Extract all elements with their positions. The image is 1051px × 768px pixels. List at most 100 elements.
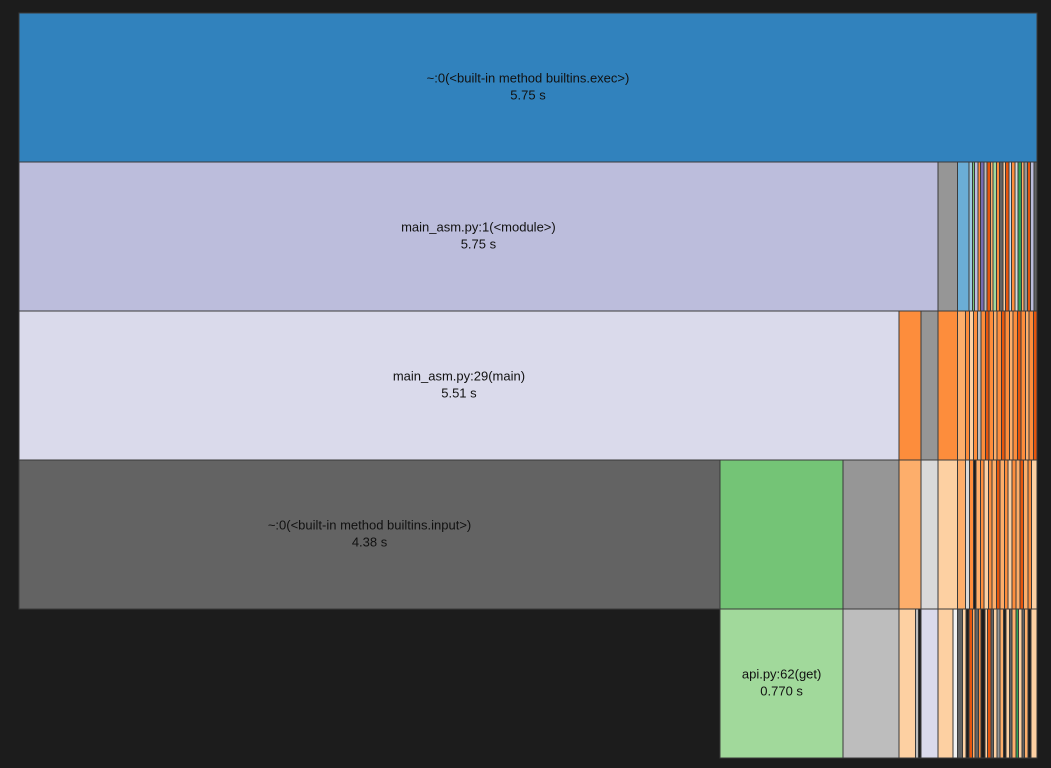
frame-segment[interactable] (987, 459, 993, 610)
frame-segment[interactable] (972, 310, 979, 461)
frame-segment[interactable] (1005, 608, 1011, 759)
frame-rect[interactable] (1031, 459, 1038, 610)
frame-rect[interactable] (985, 310, 990, 461)
frame-rect[interactable] (986, 161, 991, 312)
frame-segment[interactable] (956, 459, 966, 610)
frame-segment[interactable] (999, 608, 1004, 759)
frame-segment[interactable] (956, 161, 970, 312)
frame-module[interactable]: main_asm.py:1(<module>) 5.75 s (18, 161, 939, 312)
frame-segment[interactable] (1003, 459, 1009, 610)
frame-rect[interactable] (980, 161, 985, 312)
frame-rect[interactable] (898, 310, 922, 461)
frame-rect[interactable] (719, 608, 844, 759)
frame-rect[interactable] (842, 459, 900, 610)
frame-rect[interactable] (975, 459, 981, 610)
frame-segment[interactable] (968, 608, 973, 759)
frame-rect[interactable] (1015, 459, 1021, 610)
frame-rect[interactable] (1024, 310, 1030, 461)
frame-rect[interactable] (964, 459, 971, 610)
frame-segment[interactable] (1024, 310, 1030, 461)
frame-rect[interactable] (18, 310, 900, 461)
frame-segment[interactable] (995, 459, 1001, 610)
frame-segment[interactable] (988, 310, 995, 461)
frame-segment[interactable] (1011, 161, 1016, 312)
frame-rect[interactable] (1004, 161, 1010, 312)
frame-segment[interactable] (983, 459, 989, 610)
frame-segment[interactable] (920, 608, 939, 759)
frame-segment[interactable] (968, 161, 973, 312)
frame-segment[interactable] (1007, 459, 1013, 610)
frame-exec[interactable]: ~:0(<built-in method builtins.exec>) 5.75… (18, 12, 1038, 163)
frame-segment[interactable] (996, 310, 1003, 461)
frame-rect[interactable] (1030, 608, 1038, 759)
frame-segment[interactable] (1019, 459, 1025, 610)
frame-rect[interactable] (937, 161, 958, 312)
frame-segment[interactable] (985, 310, 990, 461)
frame-segment[interactable] (1012, 310, 1019, 461)
frame-segment[interactable] (999, 459, 1005, 610)
frame-segment[interactable] (898, 310, 922, 461)
frame-rect[interactable] (974, 608, 980, 759)
frame-segment[interactable] (991, 459, 997, 610)
frame-rect[interactable] (842, 608, 900, 759)
frame-segment[interactable] (962, 608, 967, 759)
frame-rect[interactable] (999, 608, 1004, 759)
frame-rect[interactable] (986, 608, 992, 759)
frame-segment[interactable] (1004, 161, 1010, 312)
frame-segment[interactable] (898, 608, 917, 759)
frame-rect[interactable] (1001, 310, 1006, 461)
frame-segment[interactable] (980, 310, 987, 461)
frame-rect[interactable] (977, 310, 982, 461)
frame-segment[interactable] (1030, 608, 1038, 759)
frame-rect[interactable] (937, 310, 958, 461)
frame-rect[interactable] (956, 459, 966, 610)
frame-segment[interactable] (920, 459, 939, 610)
frame-segment[interactable] (1032, 310, 1038, 461)
frame-segment[interactable] (1011, 608, 1017, 759)
frame-rect[interactable] (1005, 608, 1011, 759)
frame-rect[interactable] (18, 12, 1038, 163)
frame-rect[interactable] (1024, 608, 1029, 759)
frame-segment[interactable] (1017, 608, 1023, 759)
frame-rect[interactable] (980, 310, 987, 461)
frame-rect[interactable] (962, 608, 967, 759)
frame-segment[interactable] (998, 161, 1004, 312)
frame-segment[interactable] (956, 310, 966, 461)
frame-segment[interactable] (956, 608, 964, 759)
frame-segment[interactable] (980, 608, 986, 759)
frame-rect[interactable] (991, 459, 997, 610)
frame-segment[interactable] (719, 459, 844, 610)
frame-segment[interactable] (975, 459, 981, 610)
frame-rect[interactable] (1011, 161, 1016, 312)
frame-segment[interactable] (1020, 310, 1027, 461)
frame-rect[interactable] (992, 161, 998, 312)
frame-segment[interactable] (1001, 310, 1006, 461)
frame-segment[interactable] (986, 161, 991, 312)
frame-segment[interactable] (1033, 161, 1038, 312)
frame-segment[interactable] (969, 310, 974, 461)
frame-rect[interactable] (920, 459, 939, 610)
frame-rect[interactable] (993, 310, 998, 461)
frame-segment[interactable] (898, 459, 922, 610)
frame-segment[interactable] (964, 459, 971, 610)
frame-rect[interactable] (898, 608, 917, 759)
frame-rect[interactable] (18, 161, 939, 312)
frame-segment[interactable] (992, 161, 998, 312)
frame-segment[interactable] (974, 161, 979, 312)
frame-segment[interactable] (993, 608, 998, 759)
frame-rect[interactable] (937, 608, 954, 759)
frame-rect[interactable] (1011, 459, 1017, 610)
frame-rect[interactable] (920, 608, 939, 759)
frame-segment[interactable] (1017, 161, 1022, 312)
frame-rect[interactable] (1003, 459, 1009, 610)
frame-segment[interactable] (842, 608, 900, 759)
frame-rect[interactable] (974, 161, 979, 312)
frame-rect[interactable] (968, 161, 973, 312)
frame-segment[interactable] (920, 310, 939, 461)
frame-rect[interactable] (1023, 161, 1029, 312)
frame-rect[interactable] (996, 310, 1003, 461)
frame-rect[interactable] (920, 310, 939, 461)
frame-get[interactable]: api.py:62(get) 0.770 s (719, 608, 844, 759)
frame-rect[interactable] (969, 459, 974, 610)
frame-segment[interactable] (1023, 459, 1029, 610)
